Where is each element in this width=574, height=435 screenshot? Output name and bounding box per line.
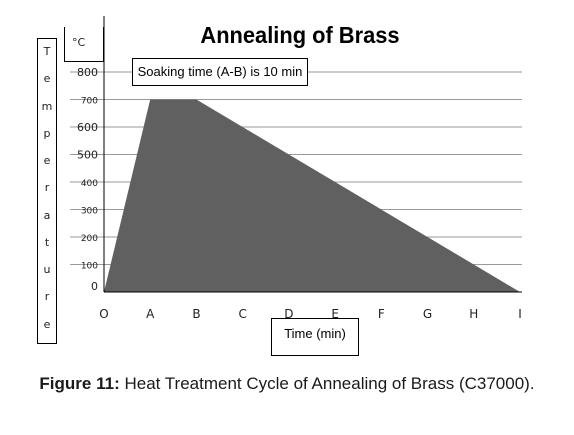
chart-plot: 0 100 200 300 400 500 600 700 800 O A B C D E F G H I [70,16,522,321]
y-axis-label-letter: e [43,72,51,86]
x-axis-label: Time (min) [271,318,359,356]
temperature-area [104,99,520,292]
x-tick-label-G: G [423,307,432,321]
y-axis-label-letter: r [44,181,50,195]
y-tick-label-0: 0 [91,280,98,293]
y-axis-label-letter: e [43,317,51,331]
x-tick-label-O: O [99,307,108,321]
unit-label: °C [72,36,86,49]
y-axis-label-letter: r [44,290,50,304]
x-tick-label-E: E [331,307,339,321]
chart-title: Annealing of Brass [200,22,400,48]
x-tick-label-A: A [146,307,155,321]
y-tick-label-500: 500 [77,149,98,162]
y-tick-label-300: 300 [81,207,98,217]
x-tick-label-D: D [284,307,293,321]
y-tick-label-200: 200 [81,234,98,244]
chart-annotation: Soaking time (A-B) is 10 min [132,58,308,86]
y-axis-label-letter: t [44,235,50,249]
x-tick-label-C: C [238,307,246,321]
y-axis-label-letter: u [43,263,51,277]
y-axis-label-letter: T [43,45,51,58]
y-axis-label-letter: a [43,208,51,222]
y-tick-label-700: 700 [81,97,98,107]
y-axis-label-letter: m [41,99,53,113]
y-axis-label-letter: p [43,126,51,140]
y-tick-label-400: 400 [81,179,98,189]
y-tick-label-800: 800 [77,66,98,79]
caption-label: Figure 11: [39,374,120,393]
x-tick-label-B: B [192,307,200,321]
figure-caption: Figure 11: Heat Treatment Cycle of Annea… [0,374,574,394]
y-axis-label-letter: e [43,154,51,168]
x-tick-label-F: F [378,307,385,321]
y-tick-label-100: 100 [81,262,98,272]
y-tick-label-600: 600 [77,121,98,134]
x-tick-label-H: H [469,307,478,321]
x-tick-label-I: I [518,307,522,321]
caption-text: Heat Treatment Cycle of Annealing of Bra… [119,374,535,393]
